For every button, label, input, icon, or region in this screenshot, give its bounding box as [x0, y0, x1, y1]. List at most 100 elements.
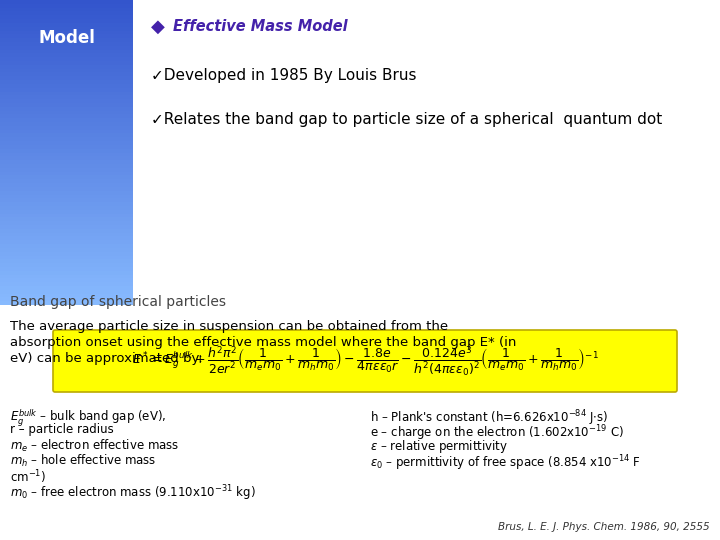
Text: ✓Relates the band gap to particle size of a spherical  quantum dot: ✓Relates the band gap to particle size o…: [151, 112, 662, 127]
Bar: [0, 91, 133, 96]
Bar: [0, 4, 133, 8]
Bar: [0, 202, 133, 206]
Bar: [0, 301, 133, 305]
Bar: [0, 187, 133, 191]
Bar: [0, 198, 133, 202]
Bar: [0, 210, 133, 213]
Bar: [0, 23, 133, 26]
Bar: [0, 26, 133, 30]
Bar: [0, 218, 133, 221]
Bar: [0, 111, 133, 114]
Bar: [0, 57, 133, 61]
Bar: [0, 263, 133, 267]
Bar: [0, 114, 133, 118]
Bar: [0, 294, 133, 298]
Bar: [0, 118, 133, 122]
Bar: [0, 96, 133, 99]
Text: $m_e$ – electron effective mass: $m_e$ – electron effective mass: [10, 438, 179, 454]
Bar: [0, 225, 133, 229]
Bar: [0, 157, 133, 160]
Text: r – particle radius: r – particle radius: [10, 423, 114, 436]
Bar: [0, 271, 133, 274]
Bar: [0, 172, 133, 176]
Bar: [0, 279, 133, 282]
Text: Model: Model: [38, 29, 95, 47]
Bar: [0, 72, 133, 76]
Bar: [0, 237, 133, 240]
Text: Band gap of spherical particles: Band gap of spherical particles: [10, 295, 226, 309]
Bar: [0, 259, 133, 263]
Bar: [0, 53, 133, 57]
Text: $\varepsilon_0$ – permittivity of free space (8.854 x10$^{-14}$ F: $\varepsilon_0$ – permittivity of free s…: [370, 453, 641, 472]
Bar: [0, 130, 133, 133]
Bar: [0, 267, 133, 271]
Bar: [0, 282, 133, 286]
Bar: [0, 286, 133, 290]
Bar: [0, 50, 133, 53]
Text: The average particle size in suspension can be obtained from the: The average particle size in suspension …: [10, 320, 448, 333]
Bar: [0, 244, 133, 248]
Bar: [0, 99, 133, 103]
Text: $E^* = E_g^{bulk} + \dfrac{h^2\pi^2}{2er^2}\left(\dfrac{1}{m_e m_0} + \dfrac{1}{: $E^* = E_g^{bulk} + \dfrac{h^2\pi^2}{2er…: [132, 344, 598, 378]
Bar: [0, 76, 133, 80]
Bar: [0, 194, 133, 198]
Text: ✓Developed in 1985 By Louis Brus: ✓Developed in 1985 By Louis Brus: [151, 68, 417, 83]
Bar: [0, 122, 133, 126]
Bar: [0, 107, 133, 111]
Bar: [0, 19, 133, 23]
Text: absorption onset using the effective mass model where the band gap E* (in: absorption onset using the effective mas…: [10, 336, 516, 349]
Bar: [0, 191, 133, 194]
Bar: [0, 206, 133, 210]
Text: $\varepsilon$ – relative permittivity: $\varepsilon$ – relative permittivity: [370, 438, 508, 455]
Text: $m_h$ – hole effective mass: $m_h$ – hole effective mass: [10, 453, 156, 469]
Bar: [0, 8, 133, 11]
Bar: [0, 46, 133, 50]
Bar: [0, 255, 133, 259]
Bar: [0, 183, 133, 187]
Bar: [0, 152, 133, 157]
Bar: [0, 221, 133, 225]
Bar: [0, 38, 133, 42]
Text: e – charge on the electron (1.602x10$^{-19}$ C): e – charge on the electron (1.602x10$^{-…: [370, 423, 624, 443]
Bar: [0, 213, 133, 218]
Text: h – Plank's constant (h=6.626x10$^{-84}$ J$\cdot$s): h – Plank's constant (h=6.626x10$^{-84}$…: [370, 408, 608, 428]
Text: cm$^{-1}$): cm$^{-1}$): [10, 468, 46, 485]
Bar: [0, 30, 133, 35]
Bar: [0, 126, 133, 130]
Bar: [0, 233, 133, 237]
Bar: [0, 0, 133, 4]
Text: ◆: ◆: [151, 18, 165, 36]
Bar: [0, 298, 133, 301]
Bar: [0, 148, 133, 152]
Text: eV) can be approximated by:: eV) can be approximated by:: [10, 352, 203, 365]
Bar: [0, 160, 133, 164]
Bar: [0, 133, 133, 137]
Bar: [0, 252, 133, 255]
FancyBboxPatch shape: [53, 330, 677, 392]
Bar: [0, 168, 133, 172]
Bar: [0, 15, 133, 19]
Bar: [0, 229, 133, 233]
Bar: [0, 164, 133, 168]
Bar: [0, 84, 133, 87]
Bar: [0, 290, 133, 294]
Bar: [0, 35, 133, 38]
Text: Effective Mass Model: Effective Mass Model: [174, 19, 348, 34]
Text: Brus, L. E. J. Phys. Chem. 1986, 90, 2555: Brus, L. E. J. Phys. Chem. 1986, 90, 255…: [498, 522, 710, 532]
Bar: [0, 65, 133, 69]
Bar: [0, 87, 133, 91]
Bar: [0, 42, 133, 46]
Bar: [0, 11, 133, 15]
Text: $m_0$ – free electron mass (9.110x10$^{-31}$ kg): $m_0$ – free electron mass (9.110x10$^{-…: [10, 483, 256, 503]
Bar: [0, 248, 133, 252]
Bar: [0, 179, 133, 183]
Bar: [0, 145, 133, 148]
Bar: [0, 80, 133, 84]
Bar: [0, 274, 133, 279]
Bar: [0, 61, 133, 65]
Bar: [0, 137, 133, 141]
Bar: [0, 240, 133, 244]
Text: $E_g^{bulk}$ – bulk band gap (eV),: $E_g^{bulk}$ – bulk band gap (eV),: [10, 408, 166, 429]
Bar: [0, 176, 133, 179]
Bar: [0, 69, 133, 72]
